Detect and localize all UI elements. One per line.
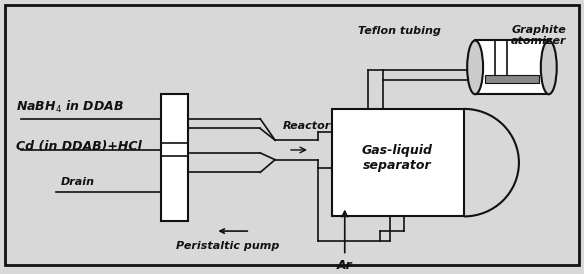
Ellipse shape [541,41,557,94]
Text: Peristaltic pump: Peristaltic pump [176,241,279,251]
Bar [485,75,539,83]
Bar [161,94,189,221]
Text: Reactor: Reactor [283,121,331,132]
Text: Graphite
atomizer: Graphite atomizer [511,25,566,46]
Text: Drain: Drain [61,177,95,187]
Bar [475,41,549,94]
Ellipse shape [467,41,483,94]
Text: Teflon tubing: Teflon tubing [358,26,441,36]
Text: Ar: Ar [337,259,353,272]
Text: Gas-liquid
separator: Gas-liquid separator [362,144,433,172]
Bar [332,109,464,216]
Text: NaBH$_4$ in DDAB: NaBH$_4$ in DDAB [16,99,124,115]
Text: Cd (in DDAB)+HCl: Cd (in DDAB)+HCl [16,139,142,153]
